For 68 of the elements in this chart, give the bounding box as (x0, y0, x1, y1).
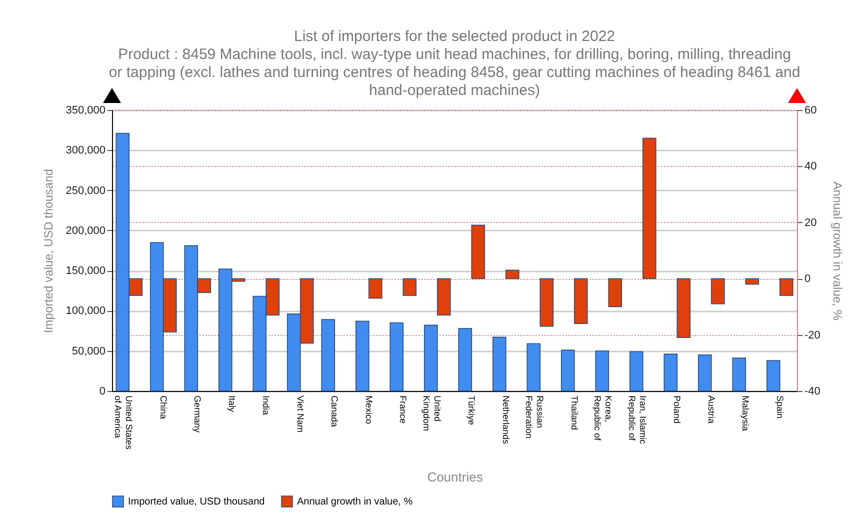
y-tick-label: 200,000 (66, 224, 106, 237)
bar (676, 278, 691, 338)
x-tick-label: Viet Nam (295, 396, 306, 432)
chart-title: List of importers for the selected product in 2022 (294, 28, 616, 45)
y-tick-label: 350,000 (66, 104, 106, 116)
x-tick-label: Canada (330, 396, 340, 428)
bar (710, 278, 725, 304)
x-tick-label: France (398, 396, 408, 424)
bar (526, 343, 541, 392)
x-tick-label: Germany (192, 396, 203, 434)
x-tick-label: Netherlands (500, 396, 511, 445)
y-tick-label: 50,000 (72, 345, 106, 358)
bar (424, 324, 438, 392)
y2-tick-label: 20 (804, 216, 817, 229)
y2-tick-label: 60 (804, 104, 817, 116)
x-tick-label: Korea, Republic of (592, 396, 614, 442)
bar (629, 351, 644, 392)
y2-tick-label: 40 (804, 160, 817, 173)
x-tick-label: Türkiye (466, 396, 477, 426)
x-tick-label: Iran, Islamic Republic of (626, 396, 648, 445)
x-tick-label: China (158, 396, 168, 420)
y2-tick-label: -20 (804, 329, 820, 342)
x-tick-label: Austria (706, 396, 716, 424)
bar (505, 270, 520, 279)
bar (766, 360, 780, 392)
x-tick-label: Italy (226, 396, 237, 413)
y2-tick-label: 0 (804, 273, 811, 286)
legend-label: Imported value, USD thousand (128, 496, 265, 508)
y-tick-label: 100,000 (66, 305, 106, 318)
bar (492, 336, 506, 392)
bar (368, 278, 382, 299)
y-tick-label: 150,000 (66, 265, 106, 278)
x-tick-label: United Kingdom (421, 396, 442, 432)
bar (595, 350, 610, 392)
bar (321, 319, 336, 392)
bar (642, 138, 656, 279)
bar (390, 322, 404, 392)
y-axis-title: Imported value, USD thousand (42, 168, 56, 334)
bar (779, 278, 794, 296)
bar (458, 328, 472, 392)
bar (540, 278, 554, 327)
bar (698, 354, 712, 392)
x-tick-label: Spain (774, 396, 785, 419)
x-tick-label: Russian Federation (524, 396, 546, 439)
x-tick-label: United States of America (113, 396, 134, 450)
bar (402, 278, 417, 296)
y2-tick-label: -40 (804, 386, 820, 398)
x-tick-label: Malaysia (740, 396, 751, 432)
bar (745, 278, 760, 285)
bar (664, 354, 678, 392)
bar (608, 278, 622, 308)
x-tick-label: Poland (672, 396, 682, 424)
y-tick-label: 250,000 (66, 184, 106, 197)
x-tick-label: Mexico (364, 396, 374, 424)
bar (436, 278, 451, 316)
y-tick-label: 300,000 (66, 144, 106, 157)
legend-label: Annual growth in value, % (297, 496, 413, 508)
x-axis-title: Countries (427, 470, 484, 485)
y-tick-label: 0 (99, 386, 106, 398)
chart-subtitle: Product : 8459 Machine tools, incl. way-type unit head machines, for drilling, boring, milling, threading or tapping (excl. lathes and turning centres of heading 8458, gear cutting machines of heading 8461 and hand-operated machines) (108, 46, 800, 99)
y2-axis-title: Annual growth in value, % (830, 182, 844, 321)
bar (471, 224, 486, 279)
bar (355, 320, 370, 392)
x-tick-label: India (261, 396, 272, 416)
bar (560, 350, 575, 392)
bar (732, 358, 746, 392)
bar (574, 278, 588, 324)
x-tick-label: Thailand (569, 396, 580, 430)
